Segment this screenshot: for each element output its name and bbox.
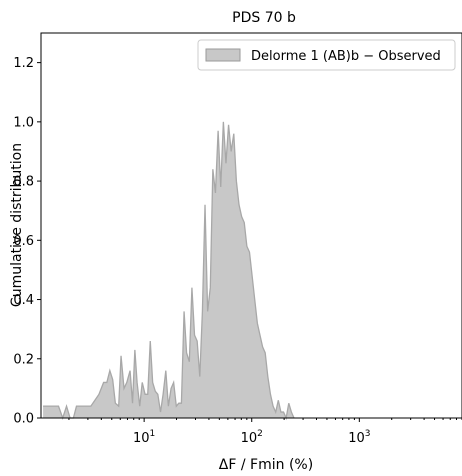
y-axis: 0.0 0.2 0.4 0.6 0.8 1.0 1.2 [13,56,41,427]
legend-label: Delorme 1 (AB)b − Observed [251,49,441,64]
y-tick-label: 0.6 [13,234,34,249]
x-tick-label: 103 [348,429,370,446]
series-area [43,121,295,418]
y-tick-label: 0.2 [13,352,34,367]
y-axis-label: Cumulative distribution [9,143,25,307]
series-line [43,121,295,421]
legend-swatch [205,48,241,62]
y-tick-label: 0.4 [13,293,34,308]
x-tick-label: 102 [241,429,263,446]
plot-area [43,121,295,421]
legend-box [197,39,456,71]
y-tick-label: 0.0 [13,412,34,427]
x-axis: 101 102 103 [68,418,462,446]
chart-title: PDS 70 b [232,10,296,26]
y-tick-label: 1.0 [13,115,34,130]
y-tick-label: 0.8 [13,175,34,190]
x-axis-label: ΔF / Fmin (%) [219,457,313,473]
y-tick-label: 1.2 [13,56,34,71]
legend: Delorme 1 (AB)b − Observed [197,39,456,71]
x-tick-label: 101 [133,429,155,446]
